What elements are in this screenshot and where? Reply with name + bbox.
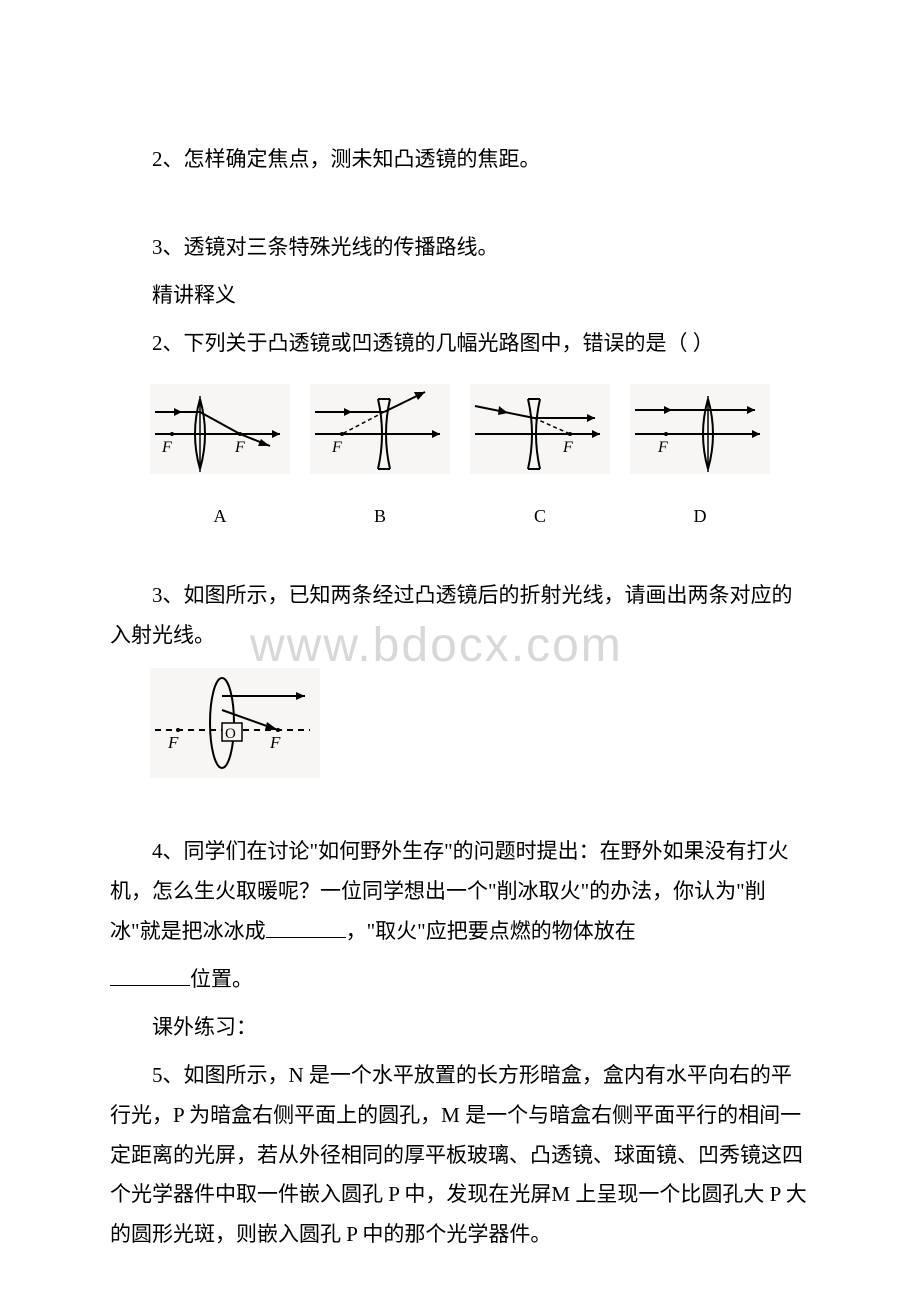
- question-2-main: 2、下列关于凸透镜或凹透镜的几幅光路图中，错误的是（ ）: [110, 324, 810, 364]
- question-3-main: 3、如图所示，已知两条经过凸透镜后的折射光线，请画出两条对应的入射光线。: [110, 576, 810, 656]
- q4-text-suffix: 位置。: [190, 967, 253, 991]
- document-content: 2、怎样确定焦点，测未知凸透镜的焦距。 3、透镜对三条特殊光线的传播路线。 精讲…: [110, 140, 810, 1255]
- lens-diagram-d: F: [630, 374, 770, 484]
- question-5: 5、如图所示，N 是一个水平放置的长方形暗盒，盒内有水平向右的平行光，P 为暗盒…: [110, 1056, 810, 1255]
- svg-text:O: O: [225, 726, 236, 742]
- option-d: F D: [630, 374, 770, 534]
- question-4-cont: 位置。: [110, 960, 810, 1000]
- option-label-d: D: [630, 499, 770, 533]
- question-3-intro: 3、透镜对三条特殊光线的传播路线。: [110, 228, 810, 268]
- svg-text:F: F: [331, 439, 342, 456]
- q4-text-mid: ，"取火"应把要点燃的物体放在: [346, 919, 636, 943]
- svg-text:F: F: [657, 439, 668, 456]
- lens-diagram-a: F F: [150, 374, 290, 484]
- lens-diagram-b: F: [310, 374, 450, 484]
- option-a: F F A: [150, 374, 290, 534]
- blank-2: [110, 965, 190, 986]
- exercise-heading: 课外练习：: [110, 1008, 810, 1048]
- svg-text:F: F: [269, 733, 281, 752]
- option-label-b: B: [310, 499, 450, 533]
- blank-1: [266, 917, 346, 938]
- question-4: 4、同学们在讨论"如何野外生存"的问题时提出：在野外如果没有打火机，怎么生火取暖…: [110, 832, 810, 952]
- option-label-c: C: [470, 499, 610, 533]
- section-heading: 精讲释义: [110, 276, 810, 316]
- svg-text:F: F: [562, 439, 573, 456]
- svg-text:F: F: [234, 439, 245, 456]
- option-label-a: A: [150, 499, 290, 533]
- option-b: F B: [310, 374, 450, 534]
- svg-text:F: F: [167, 733, 179, 752]
- lens-options-row: F F A: [110, 374, 810, 534]
- lens-diagram-q3: O F F: [150, 668, 320, 778]
- option-c: F C: [470, 374, 610, 534]
- lens-diagram-c: F: [470, 374, 610, 484]
- svg-text:F: F: [161, 439, 172, 456]
- question-2-intro: 2、怎样确定焦点，测未知凸透镜的焦距。: [110, 140, 810, 180]
